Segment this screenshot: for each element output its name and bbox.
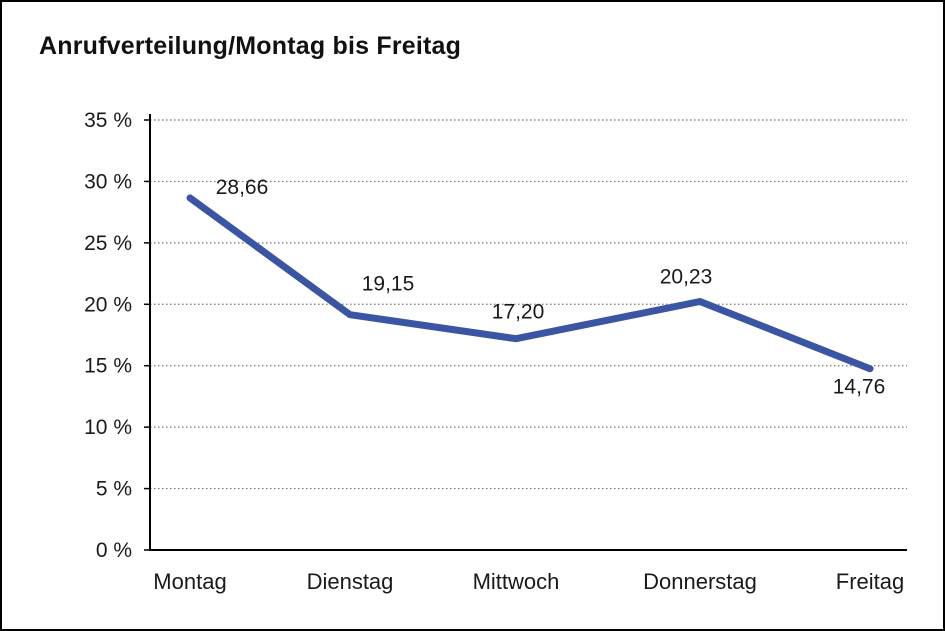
data-line [186,194,874,373]
y-tick-label: 30 % [84,170,132,193]
chart-title: Anrufverteilung/Montag bis Freitag [39,32,462,60]
y-tick-label: 15 % [84,355,132,378]
y-tick-label: 20 % [84,293,132,316]
x-tick-label: Montag [153,569,226,594]
data-label: 28,66 [216,176,269,199]
data-label: 20,23 [660,265,713,288]
data-label: 17,20 [492,301,545,324]
data-label: 19,15 [362,273,415,296]
x-tick-label: Donnerstag [643,569,757,594]
x-tick-label: Freitag [836,569,904,594]
y-tick-label: 5 % [96,478,132,501]
data-label: 14,76 [833,376,886,399]
y-tick-label: 25 % [84,232,132,255]
x-tick-label: Dienstag [307,569,394,594]
x-tick-label: Mittwoch [473,569,560,594]
y-tick-label: 10 % [84,416,132,439]
y-tick-label: 0 % [96,539,132,562]
y-tick-label: 35 % [84,109,132,132]
